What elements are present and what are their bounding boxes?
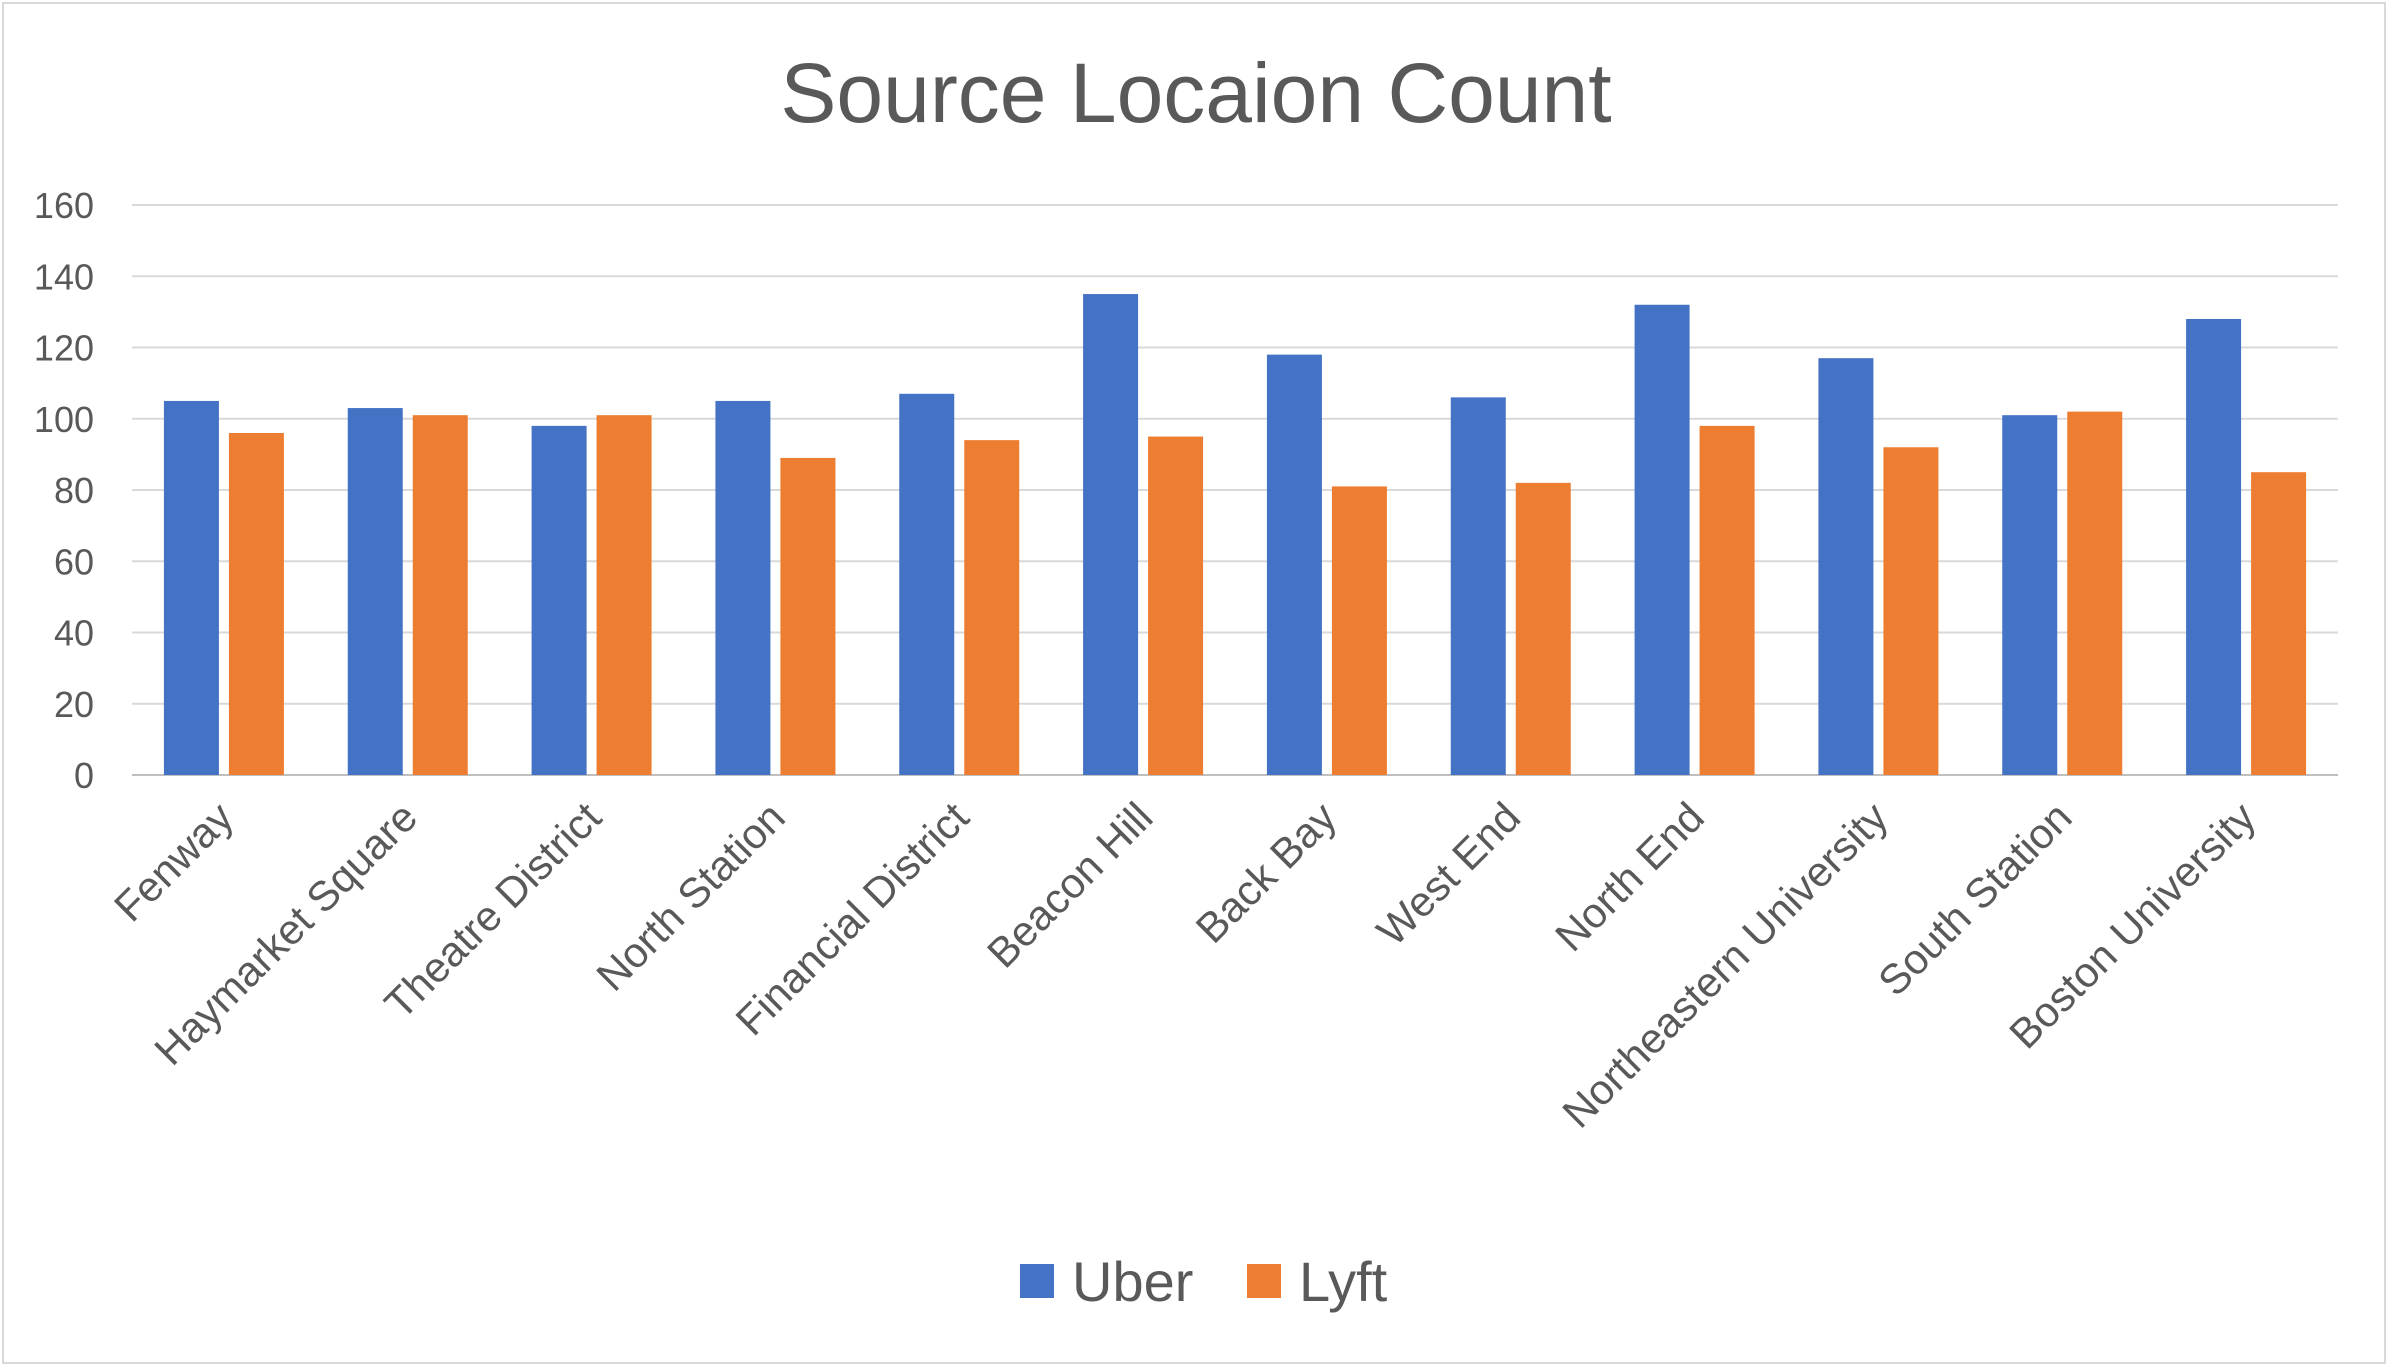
bar-lyft (1699, 425, 1755, 775)
bar-uber (2002, 415, 2058, 775)
y-tick-label: 140 (34, 256, 94, 297)
legend-swatch-uber (1020, 1264, 1054, 1298)
bar-lyft (228, 433, 284, 775)
legend-swatch-lyft (1247, 1264, 1281, 1298)
chart-title: Source Locaion Count (780, 46, 1611, 140)
legend-label-uber: Uber (1072, 1250, 1193, 1313)
bars (163, 294, 2307, 775)
y-tick-label: 160 (34, 185, 94, 226)
gridlines (132, 204, 2338, 776)
legend-label-lyft: Lyft (1299, 1250, 1388, 1313)
bar-lyft (412, 415, 468, 775)
bar-lyft (1331, 486, 1387, 775)
y-tick-label: 0 (74, 755, 94, 796)
bar-lyft (964, 440, 1020, 775)
bar-uber (1450, 397, 1506, 775)
bar-lyft (596, 415, 652, 775)
x-category-label: North Station (587, 793, 794, 1000)
bar-uber (715, 400, 771, 775)
y-tick-label: 120 (34, 328, 94, 369)
x-category-label: Fenway (105, 793, 242, 930)
bar-uber (531, 425, 587, 775)
bar-uber (1083, 294, 1139, 775)
x-category-label: South Station (1869, 793, 2081, 1005)
y-tick-label: 20 (54, 684, 94, 725)
x-category-label: Beacon Hill (978, 793, 1161, 976)
x-category-label: Back Bay (1187, 793, 1346, 952)
y-axis-ticks: 0 20 40 60 80 100 120 140 160 (34, 185, 94, 796)
bar-lyft (2067, 411, 2123, 775)
bar-uber (2186, 319, 2242, 775)
bar-lyft (1883, 447, 1939, 775)
x-category-label: Northeastern University (1553, 793, 1897, 1137)
bar-uber (163, 400, 219, 775)
bar-lyft (2251, 472, 2307, 775)
bar-lyft (780, 457, 836, 775)
y-tick-label: 60 (54, 541, 94, 582)
bar-lyft (1515, 482, 1571, 775)
y-tick-label: 80 (54, 470, 94, 511)
bar-uber (1818, 358, 1874, 775)
bar-uber (347, 408, 403, 775)
bar-lyft (1148, 436, 1204, 775)
x-category-label: North End (1546, 793, 1713, 960)
y-tick-label: 40 (54, 613, 94, 654)
bar-uber (1634, 304, 1690, 775)
y-tick-label: 100 (34, 399, 94, 440)
x-category-label: West End (1368, 793, 1529, 954)
legend: Uber Lyft (1020, 1250, 1388, 1313)
bar-uber (1266, 354, 1322, 775)
bar-uber (899, 393, 955, 775)
